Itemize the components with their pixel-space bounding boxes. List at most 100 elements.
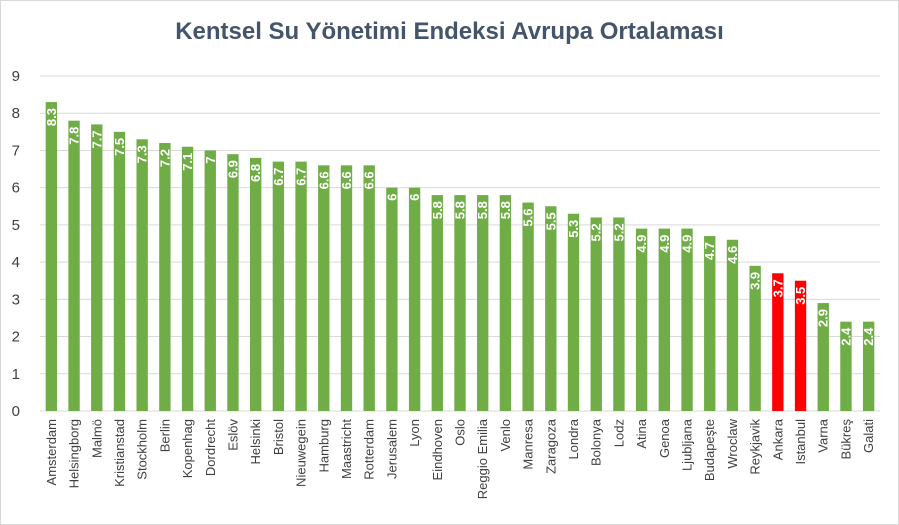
bar-istanbul bbox=[794, 280, 807, 411]
x-tick-label: Oslo bbox=[453, 419, 468, 446]
data-label: 4.9 bbox=[657, 235, 672, 253]
bar-budapeşte bbox=[704, 236, 716, 411]
bar-hamburg bbox=[318, 165, 330, 411]
x-tick-label: Reggio Emilia bbox=[475, 418, 490, 499]
bar-lyon bbox=[408, 187, 421, 411]
data-label: 3.7 bbox=[770, 279, 785, 297]
bar-jerusalem bbox=[386, 187, 398, 411]
x-tick-label: Malmö bbox=[89, 419, 104, 458]
y-tick-label: 1 bbox=[12, 366, 20, 383]
data-label: 4.6 bbox=[725, 246, 740, 264]
data-label: 5.8 bbox=[430, 201, 445, 219]
x-tick-label: Amsterdam bbox=[44, 419, 59, 485]
bar-ankara bbox=[772, 273, 784, 411]
x-tick-label: Manresa bbox=[521, 418, 536, 469]
bar-kristianstad bbox=[113, 131, 126, 412]
x-tick-label: Berlin bbox=[157, 419, 172, 452]
x-tick-label: Kristianstad bbox=[112, 419, 127, 487]
data-label: 7.7 bbox=[89, 130, 104, 148]
x-tick-label: Eslöv bbox=[225, 419, 240, 451]
x-tick-label: Varna bbox=[816, 418, 831, 452]
data-label: 6.6 bbox=[362, 171, 377, 189]
bar-manresa bbox=[522, 202, 534, 411]
x-tick-label: Atina bbox=[634, 418, 649, 448]
y-tick-label: 9 bbox=[12, 68, 20, 85]
data-label: 2.9 bbox=[816, 309, 831, 327]
bar-varna bbox=[817, 303, 829, 411]
bar-dordrecht bbox=[204, 150, 216, 411]
bar-eindhoven bbox=[431, 195, 443, 411]
x-tick-label: Hamburg bbox=[316, 419, 331, 472]
bar-bolonya bbox=[590, 217, 602, 411]
y-tick-label: 0 bbox=[12, 403, 20, 420]
x-tick-label: Jerusalem bbox=[384, 419, 399, 479]
bar-kopenhag bbox=[181, 146, 194, 411]
data-label: 5.2 bbox=[589, 223, 604, 241]
y-tick-label: 4 bbox=[12, 254, 20, 271]
x-tick-label: Lodz bbox=[611, 419, 626, 447]
x-tick-label: Helsinki bbox=[248, 419, 263, 465]
data-label: 3.5 bbox=[793, 287, 808, 305]
x-tick-label: Rotterdam bbox=[362, 419, 377, 480]
data-label: 6.6 bbox=[339, 171, 354, 189]
x-tick-label: Londra bbox=[566, 418, 581, 459]
x-tick-label: Kopenhag bbox=[180, 419, 195, 478]
x-tick-label: Genoa bbox=[657, 418, 672, 458]
data-label: 5.2 bbox=[611, 223, 626, 241]
bar-galati bbox=[862, 321, 875, 411]
x-tick-label: Venlo bbox=[498, 419, 513, 452]
data-label: 5.6 bbox=[521, 209, 536, 227]
bar-venlo bbox=[499, 195, 512, 411]
x-tick-label: Stockholm bbox=[135, 419, 150, 480]
y-tick-label: 3 bbox=[12, 291, 20, 308]
bar-berlin bbox=[159, 143, 171, 411]
x-tick-label: Ljubljana bbox=[680, 418, 695, 471]
x-tick-label: Helsingborg bbox=[67, 419, 82, 488]
x-tick-label: Reykjavik bbox=[748, 419, 763, 475]
bar-lodz bbox=[613, 217, 625, 411]
y-tick-label: 2 bbox=[12, 329, 20, 346]
x-tick-label: Dordrecht bbox=[203, 419, 218, 476]
data-label: 5.8 bbox=[453, 201, 468, 219]
chart-title: Kentsel Su Yönetimi Endeksi Avrupa Ortal… bbox=[175, 18, 724, 45]
data-label: 4.9 bbox=[634, 235, 649, 253]
data-label: 7 bbox=[203, 156, 218, 163]
data-label: 7.5 bbox=[112, 138, 127, 156]
data-label: 7.2 bbox=[157, 149, 172, 167]
bar-helsinki bbox=[250, 157, 262, 411]
bar-amsterdam bbox=[45, 102, 58, 412]
data-label: 5.8 bbox=[475, 201, 490, 219]
data-label: 8.3 bbox=[44, 108, 59, 126]
data-label: 7.1 bbox=[180, 153, 195, 171]
bar-rotterdam bbox=[363, 165, 375, 411]
x-tick-label: Istanbul bbox=[793, 419, 808, 465]
bar-maastricht bbox=[340, 165, 353, 411]
data-label: 2.4 bbox=[861, 327, 876, 346]
data-label: 2.4 bbox=[838, 327, 853, 346]
data-label: 6 bbox=[407, 194, 422, 201]
bar-wroclaw bbox=[726, 239, 739, 411]
y-tick-label: 6 bbox=[12, 180, 20, 197]
bar-reggio-emilia bbox=[477, 195, 489, 411]
x-tick-label: Bükreş bbox=[838, 419, 853, 460]
bar-stockholm bbox=[136, 139, 148, 411]
data-label: 7.3 bbox=[135, 145, 150, 163]
x-tick-label: Bristol bbox=[271, 419, 286, 455]
bar-eslöv bbox=[227, 154, 239, 411]
x-tick-label: Wroclaw bbox=[725, 418, 740, 468]
data-label: 7.8 bbox=[67, 127, 82, 145]
data-label: 6 bbox=[384, 194, 399, 201]
data-label: 6.9 bbox=[225, 160, 240, 178]
x-tick-label: Maastricht bbox=[339, 419, 354, 479]
data-label: 4.9 bbox=[680, 235, 695, 253]
x-tick-label: Eindhoven bbox=[430, 419, 445, 480]
data-label: 6.6 bbox=[316, 171, 331, 189]
y-tick-label: 5 bbox=[12, 217, 20, 234]
data-label: 6.7 bbox=[294, 168, 309, 186]
x-tick-label: Budapeşte bbox=[702, 419, 717, 481]
bar-helsingborg bbox=[68, 120, 80, 412]
bar-malmö bbox=[91, 124, 103, 411]
bar-oslo bbox=[454, 195, 466, 411]
x-tick-label: Bolonya bbox=[589, 418, 604, 466]
